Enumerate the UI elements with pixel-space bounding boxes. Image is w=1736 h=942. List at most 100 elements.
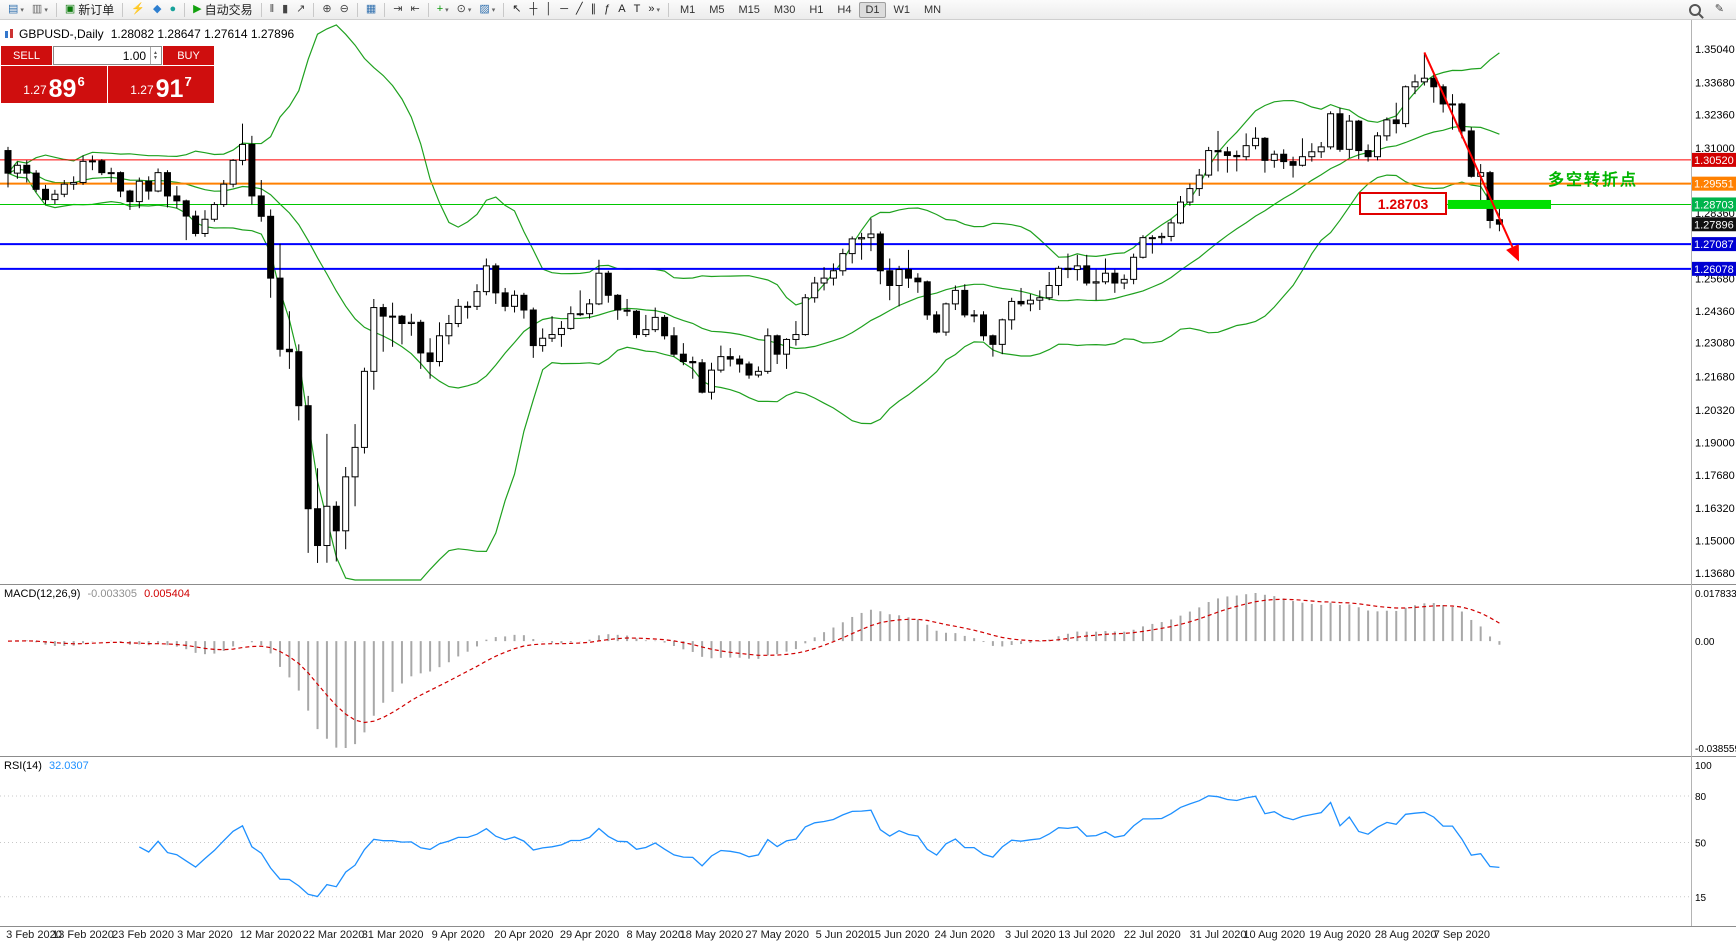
buy-price-button[interactable]: 1.27 91 7 <box>108 66 214 103</box>
date-label: 10 Aug 2020 <box>1243 929 1305 941</box>
hline-tool-button[interactable]: ─ <box>556 0 572 20</box>
date-label: 7 Sep 2020 <box>1434 929 1490 941</box>
caret-down-icon: ▾ <box>656 6 660 14</box>
zoom-in-button[interactable]: ⊕ <box>318 0 335 20</box>
timeframe-h1-button[interactable]: H1 <box>809 3 824 16</box>
trendline-annotation[interactable] <box>1423 52 1520 262</box>
candle <box>454 305 462 325</box>
periods-button[interactable]: ⊙ ▾ <box>453 0 476 20</box>
rsi-value: 32.0307 <box>48 760 89 772</box>
new-order-button[interactable]: ▣ 新订单 <box>61 0 118 20</box>
price-axis-label: 1.25680 <box>1695 274 1735 286</box>
new-order-button-label: 新订单 <box>78 3 115 17</box>
date-label: 31 Jul 2020 <box>1190 929 1247 941</box>
timeframe-m30-button[interactable]: M30 <box>773 3 796 16</box>
timeframe-mn-button[interactable]: MN <box>924 3 942 16</box>
date-label: 22 Mar 2020 <box>303 929 365 941</box>
price-tag-label: 1.28703 <box>1694 199 1734 211</box>
rsi-axis-label: 100 <box>1695 761 1712 772</box>
candle <box>548 334 556 339</box>
community-button[interactable]: ● <box>165 0 180 20</box>
candle <box>1242 145 1250 158</box>
candle <box>539 337 547 347</box>
candle <box>1223 151 1231 156</box>
trendline-tool-button[interactable]: ╱ <box>572 0 587 20</box>
cursor-tool-button[interactable]: ↖ <box>508 0 525 20</box>
turning-point-text[interactable]: 多空转折点 <box>1548 172 1639 189</box>
price-tag <box>1692 197 1736 212</box>
bollinger-bands <box>7 24 1500 581</box>
candle <box>492 265 500 294</box>
date-label: 20 Apr 2020 <box>494 929 553 941</box>
candle <box>726 356 734 360</box>
templates-button[interactable]: ▨ ▾ <box>475 0 499 20</box>
candle <box>473 291 481 307</box>
vline-tool-button[interactable]: │ <box>541 0 556 20</box>
metaeditor-button[interactable]: ⚡ <box>127 0 149 20</box>
profiles-button[interactable]: ▥ ▾ <box>28 0 52 20</box>
line-chart-button[interactable]: ↗ <box>292 0 309 20</box>
bars-chart-button[interactable]: ‖ <box>266 0 279 20</box>
sell-price-button[interactable]: 1.27 89 6 <box>1 66 107 103</box>
price-axis-label: 1.15000 <box>1695 536 1735 548</box>
candle <box>951 289 959 305</box>
candle <box>1449 103 1457 106</box>
date-label: 8 May 2020 <box>626 929 683 941</box>
lot-size-input[interactable]: 1.00 ▲ ▼ <box>53 46 162 65</box>
price-callout-label[interactable]: 1.28703 <box>1359 192 1447 215</box>
price-tag-label: 1.26078 <box>1694 264 1734 276</box>
sell-button[interactable]: SELL <box>1 46 52 65</box>
candle <box>1045 284 1053 299</box>
cursor-tool-icon: ↖ <box>512 3 522 15</box>
community-icon: ● <box>169 3 177 15</box>
pencil-icon: ✎ <box>1714 3 1724 15</box>
timeframe-m15-button[interactable]: M15 <box>738 3 760 16</box>
candle <box>229 159 237 185</box>
rsi-name: RSI(14) <box>4 760 42 772</box>
chart-canvas[interactable]: 1.350401.336801.323601.310001.283601.256… <box>0 20 1736 942</box>
channel-tool-button[interactable]: ∥ <box>587 0 601 20</box>
crosshair-tool-button[interactable]: ┼ <box>526 0 542 20</box>
timeframe-m5-button[interactable]: M5 <box>709 3 725 16</box>
chart-shift-button[interactable]: ⇤ <box>406 0 423 20</box>
timeframe-h4-button[interactable]: H4 <box>837 3 852 16</box>
rsi-indicator-label: RSI(14) 32.0307 <box>4 760 89 772</box>
auto-scroll-button[interactable]: ⇥ <box>389 0 406 20</box>
tile-windows-icon: ▦ <box>365 3 377 15</box>
arrows-tool-button[interactable]: » ▾ <box>644 0 664 20</box>
price-axis-label: 1.16320 <box>1695 503 1735 515</box>
candle <box>145 180 153 192</box>
candle <box>651 316 659 331</box>
macd-main-value: -0.003305 <box>87 588 138 600</box>
tile-windows-button[interactable]: ▦ <box>362 0 380 20</box>
candle <box>1008 300 1016 321</box>
label-tool-button[interactable]: T <box>630 0 645 20</box>
crosshair-tool-icon: ┼ <box>529 3 538 15</box>
candle <box>595 272 603 305</box>
turning-point-highlight-bar[interactable] <box>1447 199 1552 209</box>
candle <box>520 294 528 311</box>
buy-button[interactable]: BUY <box>163 46 214 65</box>
edit-button[interactable]: ✎ <box>1711 0 1728 20</box>
indicators-button[interactable]: + ▾ <box>433 0 453 20</box>
autotrade-button[interactable]: ▶ 自动交易 <box>189 0 256 20</box>
price-axis[interactable]: 1.350401.336801.323601.310001.283601.256… <box>1692 44 1736 904</box>
toolbar-separator <box>427 2 429 17</box>
text-tool-button[interactable]: A <box>614 0 629 20</box>
chart-window[interactable]: 1.35040 1.33680 1.32360 1.31000 1.28360 1.256… <box>0 20 1736 942</box>
timeframe-d1-button[interactable]: D1 <box>859 1 886 18</box>
candles-chart-button[interactable]: ▮ <box>278 0 292 20</box>
candle <box>801 297 809 336</box>
zoom-out-button[interactable]: ⊖ <box>336 0 353 20</box>
timeframe-m1-button[interactable]: M1 <box>679 3 696 16</box>
quick-search-button[interactable] <box>1685 0 1711 20</box>
market-button[interactable]: ◆ <box>149 0 165 20</box>
price-axis-label: 1.19000 <box>1695 437 1735 449</box>
timeframe-w1-button[interactable]: W1 <box>893 3 911 16</box>
fibo-tool-button[interactable]: ƒ <box>600 0 614 20</box>
lot-spinner-icon[interactable]: ▲ ▼ <box>150 47 160 64</box>
new-chart-button[interactable]: ▤ ▾ <box>4 0 28 20</box>
candle <box>107 172 115 175</box>
